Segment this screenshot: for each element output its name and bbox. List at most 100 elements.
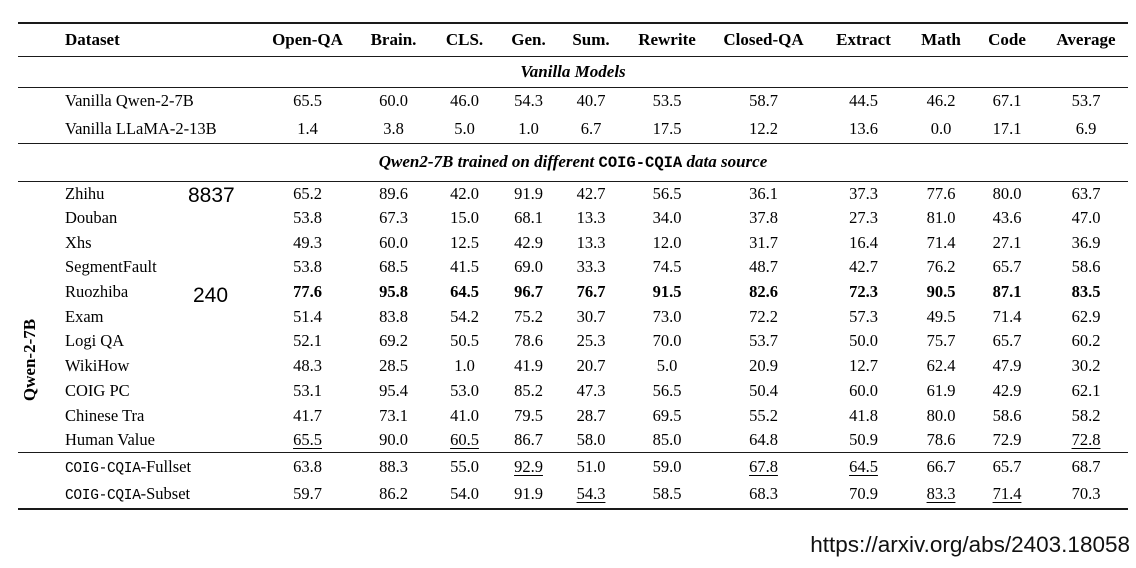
- value-cell: 42.0: [450, 183, 479, 203]
- row-label: Xhs: [65, 232, 92, 252]
- value-cell: 42.9: [992, 380, 1022, 400]
- column-header: Closed-QA: [723, 29, 804, 49]
- value-cell: 65.5: [293, 429, 322, 449]
- value-cell: 63.7: [1071, 183, 1101, 203]
- section-title: Qwen2-7B trained on different COIG-CQIA …: [378, 152, 768, 172]
- value-cell: 50.5: [450, 331, 479, 351]
- value-cell: 68.1: [514, 208, 543, 228]
- value-cell: 50.4: [749, 380, 778, 400]
- value-cell: 60.0: [849, 380, 878, 400]
- column-header: Math: [921, 29, 961, 49]
- value-cell: 58.7: [749, 91, 778, 111]
- value-cell: 13.6: [849, 118, 878, 138]
- value-cell: 83.3: [926, 484, 956, 504]
- value-cell: 41.0: [450, 405, 479, 425]
- value-cell: 12.2: [749, 118, 778, 138]
- table-row: WikiHow 48.3 28.5 1.0 41.9 20.7 5.0 20.9 12.7 62.…: [18, 354, 1128, 379]
- column-header: CLS.: [445, 29, 484, 49]
- value-cell: 83.8: [379, 306, 408, 326]
- column-header: Sum.: [572, 29, 610, 49]
- value-cell: 53.8: [293, 257, 322, 277]
- value-cell: 92.9: [514, 456, 543, 476]
- table-row: SegmentFault 53.8 68.5 41.5 69.0 33.3 74.5 48.7…: [18, 255, 1128, 280]
- value-cell: 67.8: [749, 456, 778, 476]
- value-cell: 13.3: [576, 208, 606, 228]
- table-row: Ruozhiba 77.6 95.8 64.5 96.7 76.7 91.5 82.6 72.3…: [18, 280, 1128, 305]
- value-cell: 62.9: [1071, 306, 1101, 326]
- section-title: Vanilla Models: [520, 61, 626, 81]
- value-cell: 69.2: [379, 331, 408, 351]
- value-cell: 30.2: [1071, 356, 1101, 376]
- value-cell: 63.8: [293, 456, 322, 476]
- value-cell: 91.9: [514, 484, 543, 504]
- value-cell: 76.2: [926, 257, 956, 277]
- value-cell: 77.6: [293, 282, 322, 302]
- value-cell: 79.5: [514, 405, 543, 425]
- value-cell: 48.3: [293, 356, 322, 376]
- value-cell: 95.4: [379, 380, 408, 400]
- column-header: Code: [988, 29, 1026, 49]
- value-cell: 71.4: [926, 232, 956, 252]
- value-cell: 58.5: [652, 484, 682, 504]
- value-cell: 46.0: [450, 91, 479, 111]
- value-cell: 62.4: [926, 356, 956, 376]
- value-cell: 60.0: [379, 91, 408, 111]
- value-cell: 12.7: [849, 356, 878, 376]
- row-label: SegmentFault: [65, 257, 157, 277]
- value-cell: 34.0: [652, 208, 682, 228]
- value-cell: 64.5: [849, 456, 878, 476]
- row-label: Vanilla Qwen-2-7B: [65, 91, 194, 111]
- value-cell: 25.3: [576, 331, 606, 351]
- row-label: COIG-CQIA-Subset: [65, 484, 191, 505]
- value-cell: 20.7: [576, 356, 606, 376]
- table-row: COIG PC 53.1 95.4 53.0 85.2 47.3 56.5 50.4 60.0 6…: [18, 379, 1128, 404]
- value-cell: 41.8: [849, 405, 878, 425]
- value-cell: 78.6: [514, 331, 543, 351]
- value-cell: 27.3: [849, 208, 878, 228]
- value-cell: 27.1: [992, 232, 1022, 252]
- value-cell: 47.3: [576, 380, 606, 400]
- value-cell: 60.0: [379, 232, 408, 252]
- value-cell: 80.0: [926, 405, 956, 425]
- value-cell: 49.3: [293, 232, 322, 252]
- value-cell: 17.1: [992, 118, 1022, 138]
- column-header: Average: [1056, 29, 1116, 49]
- value-cell: 90.5: [926, 282, 956, 302]
- value-cell: 33.3: [576, 257, 606, 277]
- value-cell: 49.5: [926, 306, 956, 326]
- table-row: Xhs 49.3 60.0 12.5 42.9 13.3 12.0 31.7 16.4 71.4 2…: [18, 230, 1128, 255]
- value-cell: 67.1: [992, 91, 1022, 111]
- value-cell: 31.7: [749, 232, 778, 252]
- value-cell: 53.8: [293, 208, 322, 228]
- value-cell: 36.9: [1071, 232, 1101, 252]
- value-cell: 85.2: [514, 380, 543, 400]
- value-cell: 90.0: [379, 429, 408, 449]
- value-cell: 70.3: [1071, 484, 1101, 504]
- table-row: Human Value 65.5 90.0 60.5 86.7 58.0 85.0 64.8 5…: [18, 428, 1128, 453]
- value-cell: 75.7: [926, 331, 956, 351]
- row-label: Chinese Tra: [65, 405, 145, 425]
- value-cell: 70.9: [849, 484, 878, 504]
- value-cell: 87.1: [992, 282, 1022, 302]
- value-cell: 5.0: [656, 356, 678, 376]
- row-label: Vanilla LLaMA-2-13B: [65, 118, 217, 138]
- table-row: Exam 51.4 83.8 54.2 75.2 30.7 73.0 72.2 57.3 49.5…: [18, 304, 1128, 329]
- column-header: Gen.: [511, 29, 546, 49]
- value-cell: 53.7: [749, 331, 778, 351]
- value-cell: 52.1: [293, 331, 322, 351]
- value-cell: 95.8: [379, 282, 408, 302]
- value-cell: 89.6: [379, 183, 408, 203]
- value-cell: 60.2: [1071, 331, 1101, 351]
- column-header: Open-QA: [272, 29, 343, 49]
- value-cell: 55.2: [749, 405, 778, 425]
- value-cell: 30.7: [576, 306, 606, 326]
- value-cell: 68.3: [749, 484, 778, 504]
- value-cell: 56.5: [652, 380, 682, 400]
- column-header: Extract: [836, 29, 891, 49]
- value-cell: 53.7: [1071, 91, 1101, 111]
- value-cell: 12.0: [652, 232, 682, 252]
- value-cell: 42.7: [576, 183, 606, 203]
- value-cell: 80.0: [992, 183, 1022, 203]
- table-row: COIG-CQIA-Subset 59.7 86.2 54.0 91.9 54.3 58.5…: [18, 481, 1128, 509]
